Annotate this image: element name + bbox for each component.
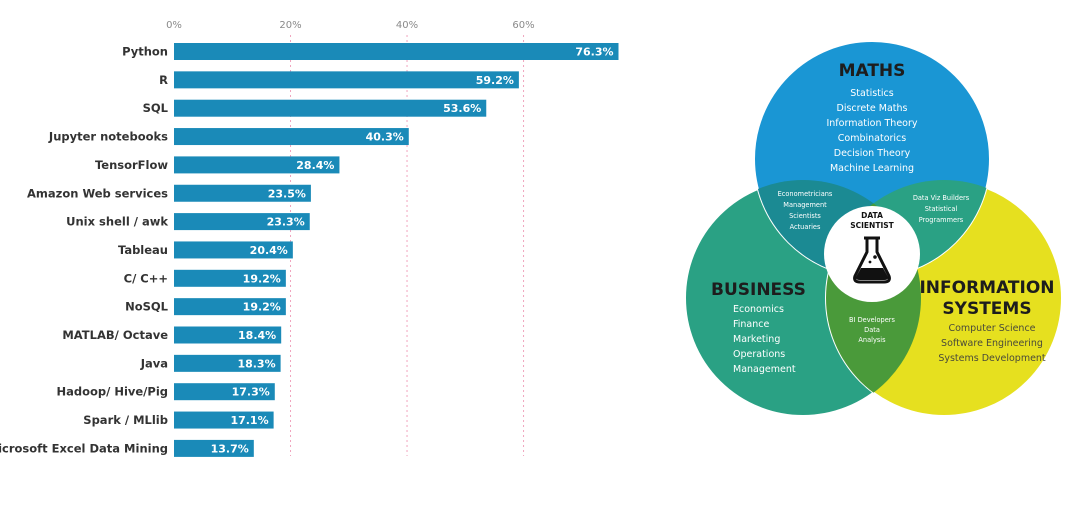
business-item: Marketing xyxy=(733,334,780,345)
bar xyxy=(174,99,487,117)
maths-items: Statistics Discrete Maths Information Theo… xyxy=(826,88,917,174)
center-label-line1: DATA xyxy=(861,211,883,220)
category-label: MATLAB/ Octave xyxy=(62,328,168,342)
bar xyxy=(174,269,286,287)
overlap-label: Programmers xyxy=(919,216,964,224)
category-label: R xyxy=(159,73,168,87)
overlap-label: Actuaries xyxy=(790,223,821,231)
value-label: 17.3% xyxy=(232,386,270,399)
bar xyxy=(174,439,254,457)
information-systems-title-line2: SYSTEMS xyxy=(942,299,1031,319)
value-label: 23.3% xyxy=(267,216,305,229)
category-label: Java xyxy=(140,356,168,370)
value-label: 76.3% xyxy=(575,46,613,59)
x-tick-label: 60% xyxy=(512,20,534,31)
overlap-label: Data xyxy=(864,326,880,334)
category-label: Spark / MLlib xyxy=(83,413,168,427)
category-label: TensorFlow xyxy=(95,158,168,172)
bar xyxy=(174,156,340,174)
x-tick-label: 20% xyxy=(279,20,301,31)
bar xyxy=(174,128,409,146)
category-label: Python xyxy=(122,45,168,59)
center-label-line2: SCIENTIST xyxy=(850,221,894,230)
data-scientist-center xyxy=(824,206,920,302)
business-title: BUSINESS xyxy=(711,280,806,300)
flask-icon xyxy=(853,236,891,284)
overlap-label: Management xyxy=(783,201,827,209)
maths-item: Discrete Maths xyxy=(837,103,908,114)
bar xyxy=(174,298,286,316)
value-label: 59.2% xyxy=(476,74,514,87)
overlap-label: Data Viz Builders xyxy=(913,194,970,202)
business-item: Operations xyxy=(733,349,785,360)
bar xyxy=(174,326,282,344)
category-label: Tableau xyxy=(118,243,168,257)
value-label: 40.3% xyxy=(366,131,404,144)
bar xyxy=(174,213,310,231)
overlap-business-is-labels: BI Developers Data Analysis xyxy=(849,316,895,344)
value-label: 23.5% xyxy=(268,187,306,200)
category-label: Hadoop/ Hive/Pig xyxy=(56,385,168,399)
overlap-label: Analysis xyxy=(858,336,886,344)
data-scientist-venn-diagram: DATA SCIENTIST MATHS Statistics Discrete … xyxy=(684,40,1063,417)
bar xyxy=(174,43,619,60)
category-label: NoSQL xyxy=(125,300,169,314)
overlap-label: BI Developers xyxy=(849,316,895,324)
bar xyxy=(174,241,293,259)
maths-item: Decision Theory xyxy=(834,148,911,159)
information-systems-items: Computer Science Software Engineering Syst… xyxy=(938,323,1046,364)
category-label: C/ C++ xyxy=(124,271,168,285)
value-label: 53.6% xyxy=(443,102,481,115)
value-label: 19.2% xyxy=(243,301,281,314)
bar xyxy=(174,383,275,401)
bar xyxy=(174,411,274,429)
business-items: Economics Finance Marketing Operations Manag… xyxy=(733,304,796,375)
bar-chart: 0% 20% 40% 60% Python 76.3% R 59.2% SQL 53.6% Jupy… xyxy=(0,20,619,457)
overlap-label: Statistical xyxy=(925,205,958,213)
x-tick-label: 40% xyxy=(396,20,418,31)
overlap-label: Econometricians xyxy=(778,190,833,198)
category-label: Jupyter notebooks xyxy=(48,130,168,144)
business-item: Finance xyxy=(733,319,769,330)
overlap-maths-is-labels: Data Viz Builders Statistical Programmers xyxy=(913,194,970,224)
bar xyxy=(174,71,519,89)
value-label: 18.3% xyxy=(237,357,275,370)
value-label: 18.4% xyxy=(238,329,276,342)
information-systems-item: Computer Science xyxy=(948,323,1035,334)
maths-title: MATHS xyxy=(839,61,906,81)
category-label: Unix shell / awk xyxy=(66,215,168,229)
maths-item: Information Theory xyxy=(826,118,917,129)
information-systems-item: Systems Development xyxy=(938,353,1046,364)
overlap-maths-business-labels: Econometricians Management Scientists Actua… xyxy=(778,190,833,231)
bar xyxy=(174,184,311,202)
value-label: 20.4% xyxy=(250,244,288,257)
value-label: 19.2% xyxy=(243,272,281,285)
x-tick-label: 0% xyxy=(166,20,182,31)
maths-item: Statistics xyxy=(850,88,893,99)
category-label: Amazon Web services xyxy=(27,186,168,200)
information-systems-title-line1: INFORMATION xyxy=(919,278,1054,298)
maths-item: Combinatorics xyxy=(838,133,907,144)
category-label: Microsoft Excel Data Mining xyxy=(0,441,168,455)
value-label: 13.7% xyxy=(211,442,249,455)
value-label: 17.1% xyxy=(230,414,268,427)
business-item: Management xyxy=(733,364,796,375)
overlap-label: Scientists xyxy=(789,212,821,220)
bar xyxy=(174,354,281,372)
category-label: SQL xyxy=(143,101,169,115)
business-item: Economics xyxy=(733,304,784,315)
maths-item: Machine Learning xyxy=(830,163,914,174)
value-label: 28.4% xyxy=(296,159,334,172)
information-systems-item: Software Engineering xyxy=(941,338,1043,349)
